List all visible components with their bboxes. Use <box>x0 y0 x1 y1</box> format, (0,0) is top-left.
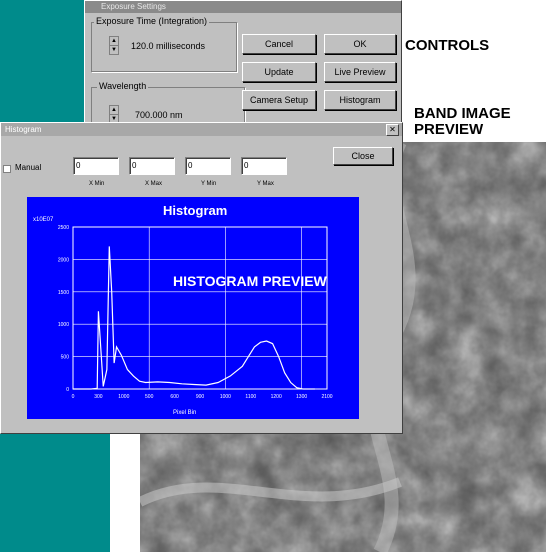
exposure-value: 120.0 milliseconds <box>131 41 206 51</box>
x-tick-label: 1000 <box>220 394 231 400</box>
x-min-field[interactable]: 0 <box>73 157 119 175</box>
histogram-button[interactable]: Histogram <box>324 90 396 110</box>
settings-window-title: Exposure Settings <box>101 2 166 11</box>
x-tick-label: 1100 <box>245 394 256 400</box>
spin-up-icon[interactable]: ▲ <box>110 107 118 115</box>
histogram-window: Histogram ✕ Manual 0 0 0 0 X Min X Max Y… <box>0 122 403 434</box>
y-tick-label: 1500 <box>58 290 69 296</box>
x-min-label: X Min <box>89 181 105 187</box>
exposure-group-label: Exposure Time (Integration) <box>94 16 210 26</box>
x-tick-label: 1300 <box>296 394 307 400</box>
wavelength-group-label: Wavelength <box>97 81 149 91</box>
y-axis-label: x10E07 <box>33 217 54 223</box>
controls-annotation: CONTROLS <box>405 37 490 54</box>
y-max-field[interactable]: 0 <box>241 157 287 175</box>
cancel-button[interactable]: Cancel <box>242 34 316 54</box>
y-tick-label: 500 <box>61 355 70 361</box>
settings-window-titlebar[interactable]: Exposure Settings <box>85 1 401 13</box>
y-tick-label: 2500 <box>58 225 69 231</box>
x-axis-label: Pixel Bin <box>173 410 197 416</box>
y-tick-label: 1000 <box>58 322 69 328</box>
ok-button[interactable]: OK <box>324 34 396 54</box>
band-image-preview-annotation: BAND IMAGE PREVIEW <box>414 105 511 138</box>
y-min-label: Y Min <box>201 181 217 187</box>
x-tick-label: 2100 <box>321 394 332 400</box>
camera-setup-button[interactable]: Camera Setup <box>242 90 316 110</box>
y-tick-label: 2000 <box>58 257 69 263</box>
histogram-chart: Histogram x10E07 Pixel Bin HISTOGRAM PRE… <box>27 197 359 419</box>
spin-down-icon[interactable]: ▼ <box>111 116 117 122</box>
spin-up-icon[interactable]: ▲ <box>110 38 118 46</box>
x-tick-label: 300 <box>94 394 103 400</box>
histogram-window-title: Histogram <box>5 125 42 134</box>
wavelength-value: 700.000 nm <box>135 110 183 120</box>
chart-title: Histogram <box>163 203 228 218</box>
live-preview-button[interactable]: Live Preview <box>324 62 396 82</box>
spin-down-icon[interactable]: ▼ <box>111 47 117 53</box>
close-button[interactable]: Close <box>333 147 393 165</box>
x-tick-label: 900 <box>196 394 205 400</box>
y-min-field[interactable]: 0 <box>185 157 231 175</box>
x-max-label: X Max <box>145 181 163 187</box>
x-tick-label: 0 <box>72 394 75 400</box>
histogram-preview-label: HISTOGRAM PREVIEW <box>173 273 327 289</box>
close-icon[interactable]: ✕ <box>386 124 399 136</box>
x-tick-label: 1000 <box>118 394 129 400</box>
settings-window: Exposure Settings Exposure Time (Integra… <box>84 0 402 140</box>
update-button[interactable]: Update <box>242 62 316 82</box>
x-tick-label: 600 <box>170 394 179 400</box>
histogram-series-line <box>73 246 315 390</box>
plot-frame <box>72 226 328 390</box>
x-tick-label: 500 <box>145 394 154 400</box>
y-max-label: Y Max <box>257 181 274 187</box>
histogram-window-titlebar[interactable]: Histogram ✕ <box>1 123 402 136</box>
exposure-spinner[interactable]: ▲ ▼ <box>109 36 119 55</box>
x-max-field[interactable]: 0 <box>129 157 175 175</box>
histogram-plot: 2500 2000 1500 1000 500 00 300 1000 500 600 900 100… <box>58 225 333 400</box>
manual-checkbox[interactable] <box>3 165 11 173</box>
x-tick-label: 1200 <box>271 394 282 400</box>
manual-label: Manual <box>15 163 42 172</box>
y-tick-label: 0 <box>66 387 69 393</box>
